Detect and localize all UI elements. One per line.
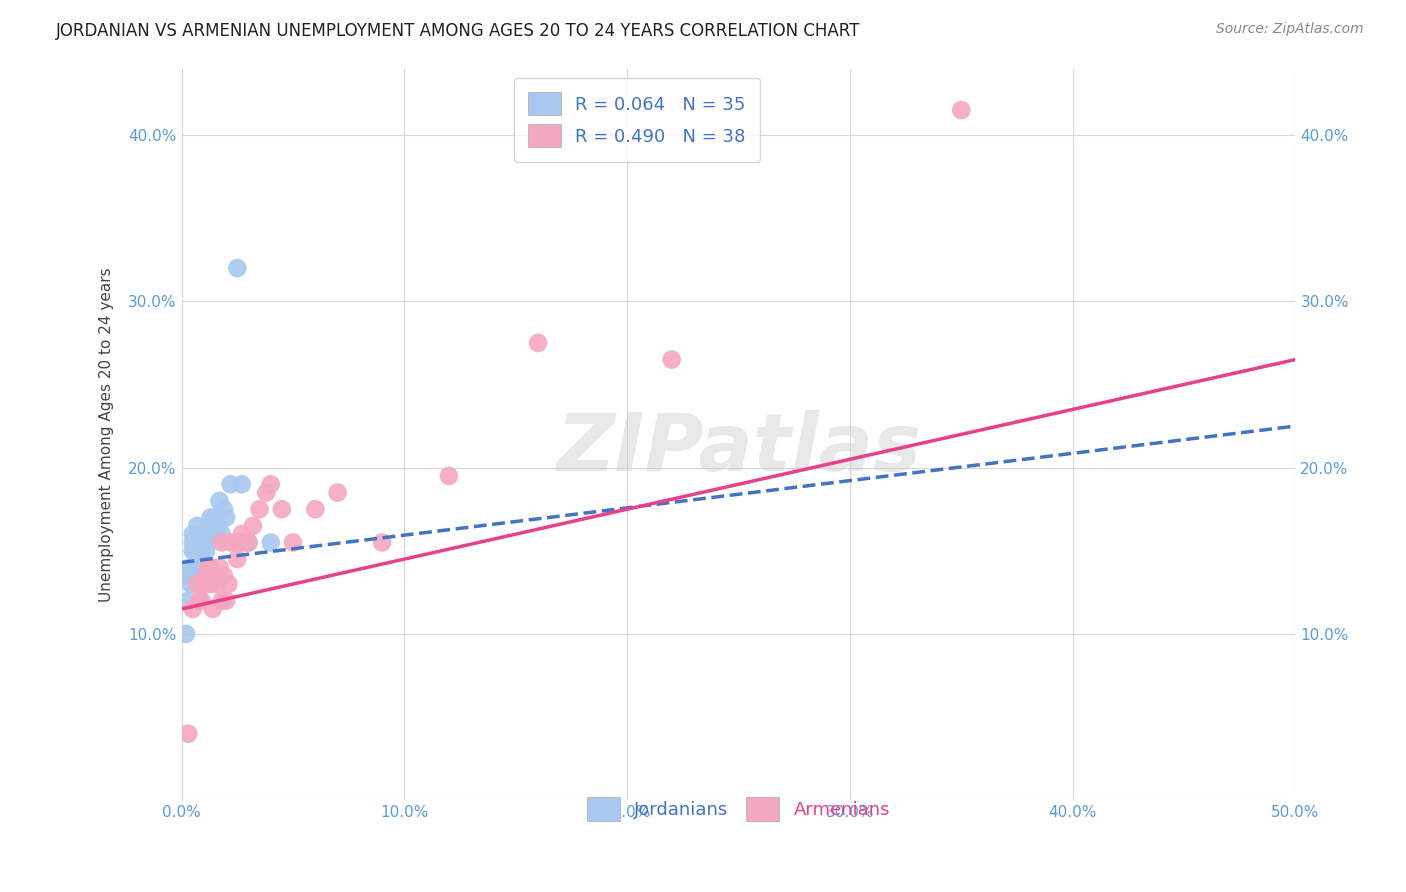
Legend: Jordanians, Armenians: Jordanians, Armenians xyxy=(572,783,904,835)
Point xyxy=(181,543,204,558)
Point xyxy=(208,560,231,574)
Point xyxy=(186,518,208,533)
Point xyxy=(207,577,229,591)
Point xyxy=(242,518,264,533)
Point xyxy=(197,518,219,533)
Point xyxy=(527,335,550,350)
Point xyxy=(181,602,204,616)
Text: Source: ZipAtlas.com: Source: ZipAtlas.com xyxy=(1216,22,1364,37)
Point xyxy=(233,535,256,549)
Point xyxy=(174,627,197,641)
Point xyxy=(177,568,200,582)
Point xyxy=(326,485,349,500)
Y-axis label: Unemployment Among Ages 20 to 24 years: Unemployment Among Ages 20 to 24 years xyxy=(100,267,114,602)
Point xyxy=(177,593,200,607)
Point xyxy=(219,535,242,549)
Point xyxy=(260,477,283,491)
Point xyxy=(270,502,292,516)
Point xyxy=(190,543,212,558)
Point xyxy=(224,535,246,549)
Point xyxy=(200,527,222,541)
Point xyxy=(219,477,242,491)
Point xyxy=(177,727,200,741)
Point xyxy=(190,527,212,541)
Text: ZIPatlas: ZIPatlas xyxy=(555,410,921,488)
Point xyxy=(200,560,222,574)
Point xyxy=(226,552,249,566)
Point xyxy=(208,494,231,508)
Point xyxy=(201,602,224,616)
Point xyxy=(186,577,208,591)
Point xyxy=(188,552,211,566)
Point xyxy=(184,560,207,574)
Point xyxy=(211,535,233,549)
Point xyxy=(193,527,215,541)
Point xyxy=(238,535,260,549)
Point xyxy=(193,577,215,591)
Point xyxy=(195,568,218,582)
Point xyxy=(950,103,973,117)
Point xyxy=(231,477,253,491)
Point xyxy=(281,535,304,549)
Point xyxy=(181,527,204,541)
Point xyxy=(186,535,208,549)
Point xyxy=(260,535,283,549)
Point xyxy=(195,543,218,558)
Point xyxy=(231,527,253,541)
Point xyxy=(200,577,222,591)
Point xyxy=(215,510,238,524)
Point xyxy=(304,502,326,516)
Point xyxy=(254,485,277,500)
Point xyxy=(661,352,683,367)
Point xyxy=(197,535,219,549)
Text: JORDANIAN VS ARMENIAN UNEMPLOYMENT AMONG AGES 20 TO 24 YEARS CORRELATION CHART: JORDANIAN VS ARMENIAN UNEMPLOYMENT AMONG… xyxy=(56,22,860,40)
Point xyxy=(201,518,224,533)
Point xyxy=(204,568,226,582)
Point xyxy=(226,261,249,276)
Point xyxy=(212,502,235,516)
Point xyxy=(238,535,260,549)
Point xyxy=(371,535,394,549)
Point xyxy=(200,510,222,524)
Point xyxy=(211,527,233,541)
Point xyxy=(188,535,211,549)
Point xyxy=(217,577,239,591)
Point xyxy=(249,502,271,516)
Point xyxy=(188,593,211,607)
Point xyxy=(197,560,219,574)
Point xyxy=(184,543,207,558)
Point xyxy=(437,469,460,483)
Point xyxy=(207,518,229,533)
Point xyxy=(190,593,212,607)
Point xyxy=(215,593,238,607)
Point xyxy=(211,593,233,607)
Point xyxy=(180,560,202,574)
Point xyxy=(204,510,226,524)
Point xyxy=(181,535,204,549)
Point xyxy=(193,535,215,549)
Point xyxy=(180,577,202,591)
Point xyxy=(212,568,235,582)
